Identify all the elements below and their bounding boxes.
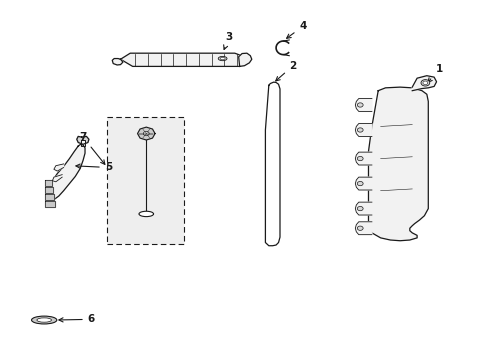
Bar xyxy=(107,117,184,244)
Ellipse shape xyxy=(357,181,363,186)
Text: 3: 3 xyxy=(223,32,232,49)
Polygon shape xyxy=(77,136,89,144)
Polygon shape xyxy=(52,175,62,182)
Polygon shape xyxy=(45,180,52,186)
Ellipse shape xyxy=(143,131,149,136)
Polygon shape xyxy=(81,140,85,146)
Polygon shape xyxy=(411,76,436,91)
Ellipse shape xyxy=(218,57,226,61)
Polygon shape xyxy=(54,164,63,171)
Ellipse shape xyxy=(31,316,57,324)
Ellipse shape xyxy=(357,206,363,211)
Polygon shape xyxy=(355,202,371,215)
Ellipse shape xyxy=(422,81,427,85)
Ellipse shape xyxy=(220,57,224,60)
Text: 1: 1 xyxy=(427,64,442,82)
Polygon shape xyxy=(112,59,122,65)
Text: 6: 6 xyxy=(59,314,95,324)
Ellipse shape xyxy=(357,157,363,161)
Polygon shape xyxy=(368,87,427,241)
Ellipse shape xyxy=(357,128,363,132)
Text: 7: 7 xyxy=(79,132,104,165)
Polygon shape xyxy=(45,194,54,200)
Text: 2: 2 xyxy=(275,61,296,81)
Ellipse shape xyxy=(357,103,363,107)
Ellipse shape xyxy=(139,211,153,217)
Polygon shape xyxy=(355,222,371,235)
Polygon shape xyxy=(45,187,53,193)
Polygon shape xyxy=(45,202,55,207)
Text: 5: 5 xyxy=(76,162,112,172)
Ellipse shape xyxy=(37,318,51,322)
Polygon shape xyxy=(137,127,155,140)
Polygon shape xyxy=(238,53,251,66)
Polygon shape xyxy=(355,177,371,190)
Text: 4: 4 xyxy=(286,21,306,38)
Polygon shape xyxy=(120,53,246,66)
Ellipse shape xyxy=(357,226,363,230)
Polygon shape xyxy=(355,123,371,136)
Ellipse shape xyxy=(420,80,429,86)
Polygon shape xyxy=(47,144,85,200)
Polygon shape xyxy=(355,99,371,111)
Polygon shape xyxy=(355,152,371,165)
